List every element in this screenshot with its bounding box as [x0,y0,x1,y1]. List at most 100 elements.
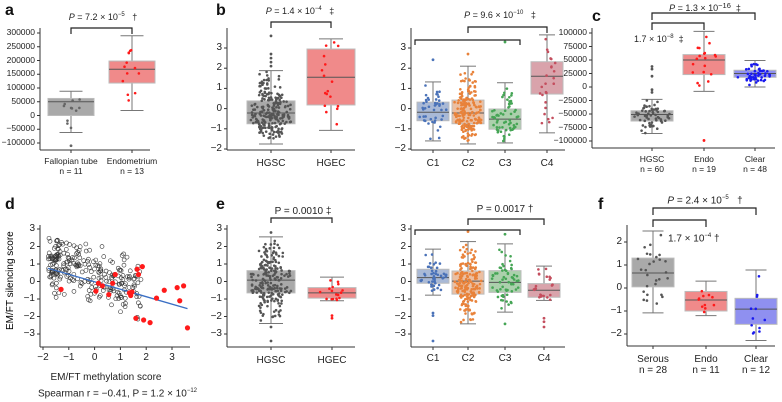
data-point [509,254,512,258]
e1-ytick-label: 3 [216,223,222,234]
scatter-point-hgec [141,317,147,323]
d-ytick-label: 3 [29,223,35,234]
data-point [502,93,505,97]
data-point [545,91,548,95]
data-point [430,289,434,292]
data-point [437,283,441,287]
data-point [708,41,711,45]
data-point [267,87,270,90]
data-point [264,272,268,276]
c-ytick-label: 100000 [558,27,587,37]
data-point [280,287,283,290]
scatter-point-hgec [139,264,145,270]
data-point [463,271,467,275]
scatter-point [115,265,121,271]
data-point [271,106,274,109]
outlier-point [650,74,654,78]
scatter-point [71,243,77,249]
data-point [659,233,663,237]
data-point [424,253,427,257]
data-point [713,53,717,57]
data-point [644,110,647,113]
scatter-point [56,243,61,248]
data-point [473,275,477,278]
data-point [691,62,695,66]
data-point [273,85,277,88]
data-point [464,277,468,281]
scatter-point [82,261,88,267]
data-point [712,303,716,307]
data-point [123,65,126,69]
data-point [749,307,753,311]
data-point [441,102,445,105]
scatter-point [89,285,94,290]
data-point [473,84,477,88]
outlier-point [503,322,507,326]
data-point [643,104,646,107]
data-point [265,92,269,96]
data-point [466,297,469,301]
scatter-point [54,263,59,268]
scatter-point [67,258,72,264]
scatter-point [54,238,59,244]
data-point [260,82,264,85]
data-point [456,101,460,105]
data-point [437,136,441,140]
data-point [265,254,269,257]
data-point [454,286,457,290]
outlier-point [650,88,654,92]
data-point [336,44,340,48]
x-label-1: C2 [462,158,475,169]
data-point [288,107,292,111]
data-point [537,268,540,271]
data-point [505,300,508,303]
data-point [272,264,276,267]
data-point [257,249,261,253]
scatter-point-hgec [133,315,139,321]
data-point [459,287,463,290]
data-point [499,287,502,291]
data-point [471,127,475,131]
data-point [548,298,552,301]
data-point [266,284,270,287]
d-ytick-label: −3 [23,328,35,339]
data-point [69,126,73,130]
data-point [458,114,462,118]
data-point [324,44,328,47]
bracket-e [270,217,333,223]
data-point [328,287,331,291]
c-ytick-label: −50000 [558,108,587,118]
data-point [460,271,463,275]
data-point [266,111,269,114]
scatter-point [46,266,52,271]
data-point [458,308,462,311]
data-point [265,249,269,253]
data-point [265,74,269,77]
data-point [457,284,461,288]
data-point [258,284,262,287]
data-point [744,68,748,71]
data-point [496,295,500,299]
data-point [272,130,276,134]
data-point [644,131,647,135]
scatter-point [54,280,59,286]
scatter-point [56,256,62,262]
outlier-point [269,34,273,38]
data-point [269,116,272,119]
data-point [664,259,667,263]
data-point [501,262,504,266]
data-point [432,271,435,275]
data-point [470,134,473,137]
sample-size: n = 13 [120,166,144,176]
x-label-2: Clear n = 48 [743,154,767,174]
outlier-point [269,64,273,68]
data-point [754,307,758,311]
data-point [281,251,285,255]
data-point [330,289,334,293]
data-point [125,72,129,75]
data-point [271,121,274,125]
data-point [274,100,278,103]
data-point [275,115,279,119]
data-point [698,84,701,87]
e1-ytick-label: 1 [216,258,222,269]
